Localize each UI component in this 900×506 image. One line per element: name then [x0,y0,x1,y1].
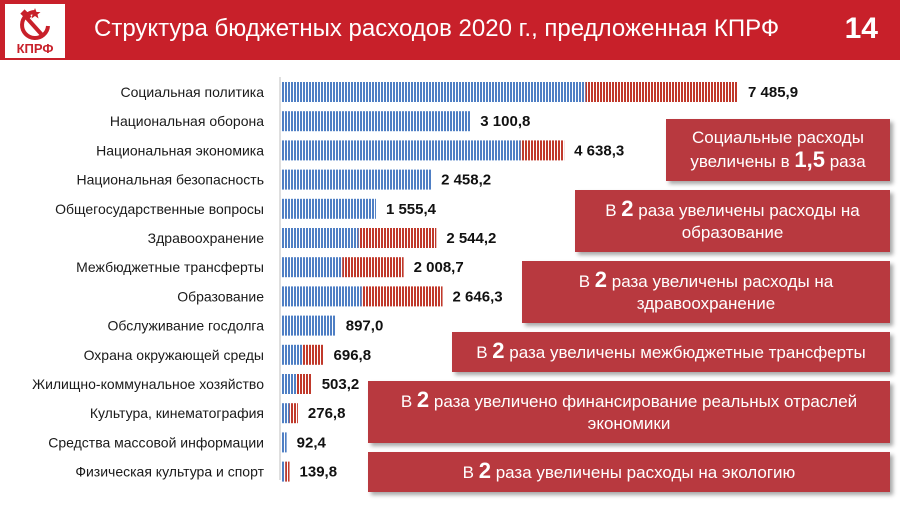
bar-increase [342,257,404,278]
bar-increase [296,374,312,394]
callout-text: В [476,343,493,362]
callout-text: В [400,392,417,411]
logo-text: КПРФ [16,41,54,56]
value-label: 2 544,2 [446,230,496,247]
bar-base [281,461,286,482]
category-label: Обслуживание госдолга [107,318,264,334]
bar-base [281,432,287,453]
callout-box: В 2 раза увеличено финансирование реальн… [368,381,890,443]
bar-increase [361,286,443,307]
page-number: 14 [844,12,878,45]
callout-text: Социальные расходы увеличены в [690,128,864,171]
value-label: 1 555,4 [386,201,437,218]
callout-multiplier: 2 [621,196,634,221]
bar-base [281,111,471,132]
bar-increase [520,140,565,161]
bar-base [281,257,343,278]
bar-base [281,315,336,336]
value-label: 2 646,3 [453,288,503,305]
value-label: 3 100,8 [480,113,530,130]
bar-base [281,140,521,161]
category-label: Межбюджетные трансферты [76,259,264,275]
value-label: 139,8 [300,464,338,481]
bar-base [281,344,303,365]
bar-increase [302,344,324,365]
callout-box: В 2 раза увеличены расходы на здравоохра… [522,261,890,323]
bar-base [281,286,362,307]
category-label: Общегосударственные вопросы [55,201,264,217]
callout-multiplier: 2 [416,387,430,412]
value-label: 503,2 [322,376,360,393]
bar-base [281,82,586,102]
callout-text: раза увеличены расходы на образование [633,201,860,242]
value-label: 696,8 [334,347,372,364]
value-label: 897,0 [346,318,384,335]
category-label: Образование [177,288,264,304]
bar-increase [585,82,738,102]
category-label: Физическая культура и спорт [75,464,264,480]
callout-multiplier: 2 [478,458,491,483]
value-label: 92,4 [297,434,327,451]
callout-text: раза [824,152,866,171]
callout-text: В [605,201,622,220]
bar-increase [289,403,298,424]
bar-increase [358,228,437,248]
bar-increase [285,461,290,482]
bar-base [281,169,432,190]
value-label: 2 458,2 [441,172,491,189]
category-label: Национальная оборона [110,113,264,129]
value-label: 7 485,9 [748,84,798,101]
category-label: Национальная экономика [96,142,264,158]
category-label: Средства массовой информации [48,434,264,450]
value-label: 4 638,3 [574,142,624,159]
category-label: Жилищно-коммунальное хозяйство [32,376,264,392]
budget-chart: Социальная политика 7 485,9 Национальная о… [32,77,798,482]
bar-base [281,403,290,424]
callout-text: раза увеличены расходы на здравоохранени… [607,272,834,313]
callout-text: раза увеличены межбюджетные трансферты [504,343,866,362]
page-title: Структура бюджетных расходов 2020 г., пр… [94,15,780,42]
callout-text: В [462,463,479,482]
callout-box: В 2 раза увеличены межбюджетные трансфер… [452,332,890,372]
bar-base [281,374,297,394]
category-label: Охрана окружающей среды [84,347,264,363]
value-label: 2 008,7 [414,259,464,276]
category-label: Культура, кинематография [90,405,264,421]
header-bar: КПРФ Структура бюджетных расходов 2020 г… [0,0,900,60]
callout-text: раза увеличено финансирование реальных о… [429,392,858,433]
callout-box: В 2 раза увеличены расходы на экологию [368,452,890,492]
callout-multiplier: 1,5 [794,147,825,172]
callout-text: раза увеличены расходы на экологию [490,463,796,482]
value-label: 276,8 [308,405,346,422]
category-label: Социальная политика [121,84,265,100]
hammer-sickle-icon [20,8,50,40]
callout-box: Социальные расходы увеличены в 1,5 раза [666,119,890,181]
callout-multiplier: 2 [594,267,608,292]
bar-base [281,198,376,219]
category-label: Национальная безопасность [77,172,264,188]
bar-base [281,228,359,248]
callout-multiplier: 2 [492,338,505,363]
category-label: Здравоохранение [148,230,265,246]
callout-box: В 2 раза увеличены расходы на образовани… [575,190,890,252]
callout-text: В [578,272,595,291]
kprf-logo: КПРФ [4,3,66,59]
